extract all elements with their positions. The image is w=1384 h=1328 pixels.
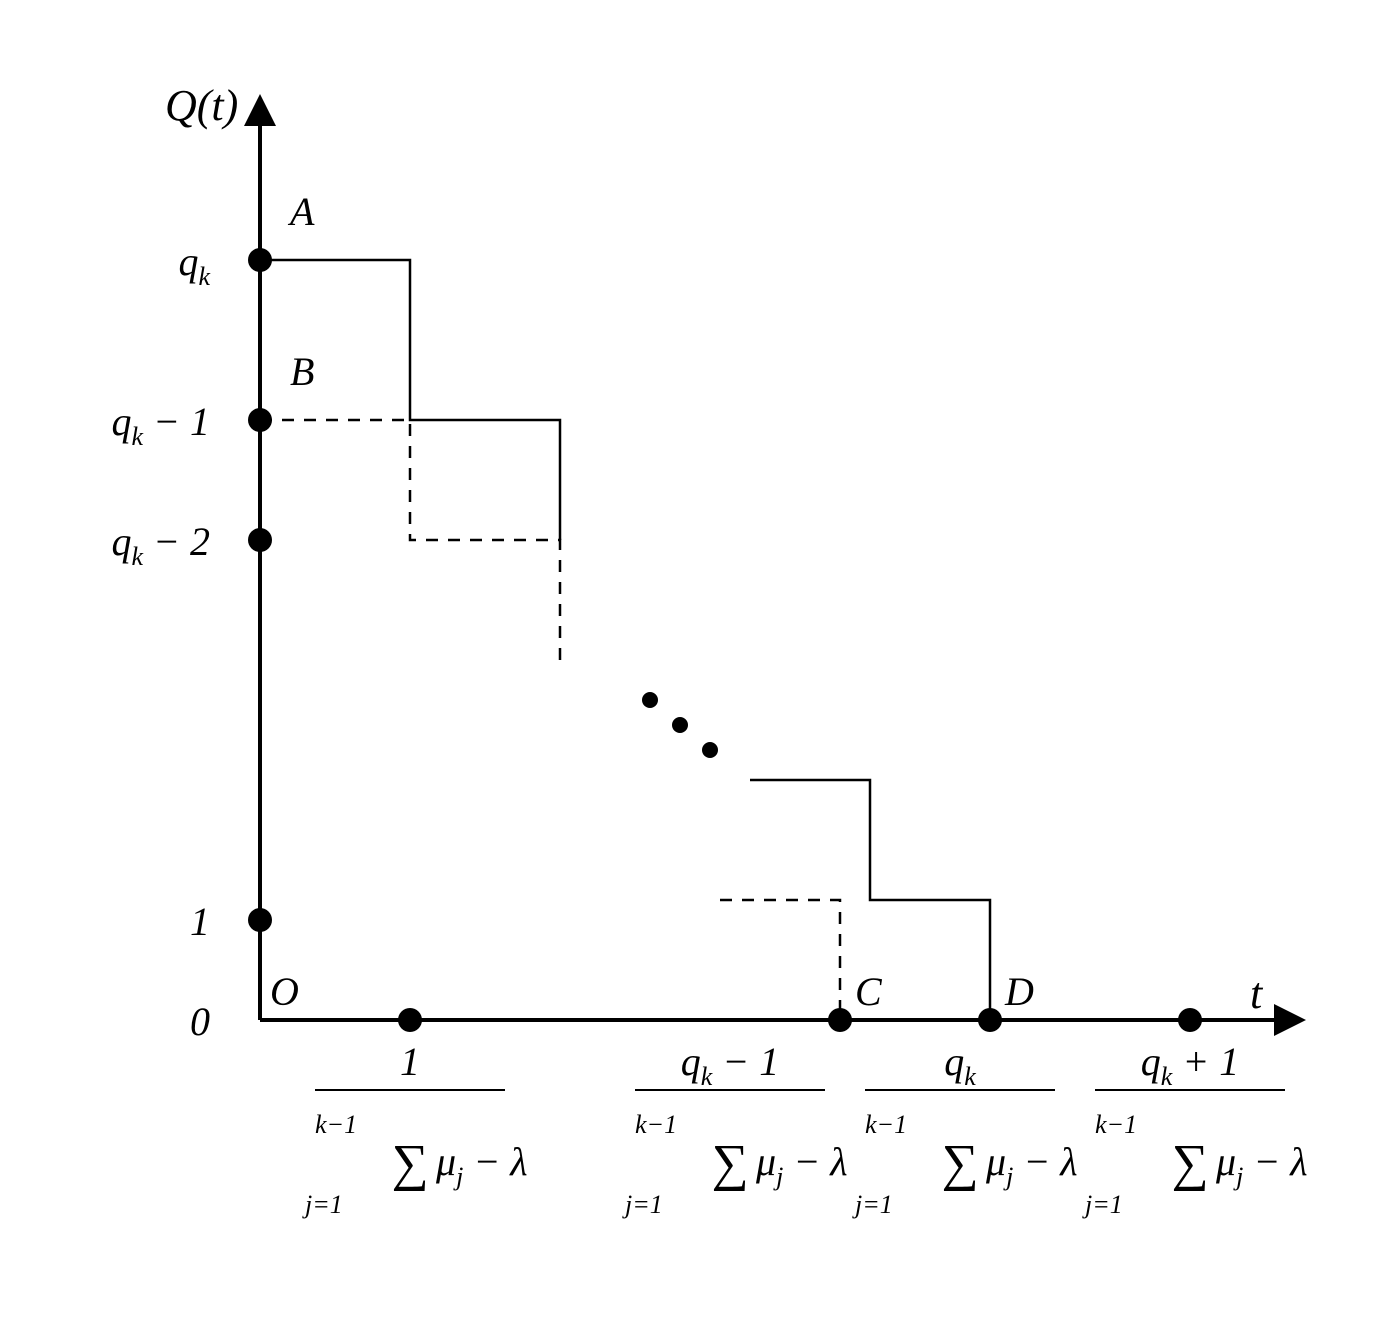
svg-text:qk + 1: qk + 1 xyxy=(1141,1039,1240,1091)
x-axis-label: t xyxy=(1250,969,1264,1018)
point-label-O: O xyxy=(270,969,299,1014)
x-tick-label-1: 1 k−1 ∑ j=1 μj − λ xyxy=(302,1039,528,1219)
svg-text:0: 0 xyxy=(190,999,210,1044)
svg-text:μj − λ: μj − λ xyxy=(755,1139,848,1191)
svg-text:∑: ∑ xyxy=(391,1135,428,1192)
point-label-D: D xyxy=(1004,969,1034,1014)
y-axis-label: Q(t) xyxy=(165,81,238,130)
y-tick-qk-1: qk − 1 xyxy=(111,399,272,451)
staircase-solid xyxy=(260,260,990,1020)
svg-text:k−1: k−1 xyxy=(635,1110,677,1139)
x-tick-label-qk-1: qk − 1 k−1 ∑ j=1 μj − λ xyxy=(622,1039,848,1219)
svg-text:qk: qk xyxy=(944,1039,976,1091)
svg-text:j=1: j=1 xyxy=(1082,1190,1123,1219)
svg-text:μj − λ: μj − λ xyxy=(1215,1139,1308,1191)
svg-text:1: 1 xyxy=(400,1039,420,1084)
y-tick-qk-2: qk − 2 xyxy=(111,519,272,571)
svg-text:k−1: k−1 xyxy=(865,1110,907,1139)
svg-text:qk − 1: qk − 1 xyxy=(111,399,210,451)
svg-text:qk − 2: qk − 2 xyxy=(111,519,210,571)
svg-text:k−1: k−1 xyxy=(1095,1110,1137,1139)
svg-text:qk − 1: qk − 1 xyxy=(681,1039,780,1091)
y-tick-qk: qk xyxy=(178,239,272,291)
point-label-B: B xyxy=(290,349,314,394)
svg-text:j=1: j=1 xyxy=(622,1190,663,1219)
point-label-C: C xyxy=(855,969,883,1014)
svg-text:μj − λ: μj − λ xyxy=(435,1139,528,1191)
ellipsis-icon xyxy=(642,692,718,758)
svg-text:1: 1 xyxy=(190,899,210,944)
x-tick-dot-1 xyxy=(398,1008,422,1032)
staircase-dashed xyxy=(260,420,840,1020)
svg-text:qk: qk xyxy=(178,239,210,291)
svg-text:∑: ∑ xyxy=(941,1135,978,1192)
step-function-diagram: Q(t) t qk qk − 1 qk − 2 1 0 A B O C D xyxy=(0,0,1384,1328)
svg-text:∑: ∑ xyxy=(711,1135,748,1192)
x-tick-label-qk+1: qk + 1 k−1 ∑ j=1 μj − λ xyxy=(1082,1039,1308,1219)
svg-text:k−1: k−1 xyxy=(315,1110,357,1139)
y-tick-0: 0 xyxy=(190,999,210,1044)
x-tick-dot-qkp1 xyxy=(1178,1008,1202,1032)
svg-text:μj − λ: μj − λ xyxy=(985,1139,1078,1191)
x-tick-label-qk: qk k−1 ∑ j=1 μj − λ xyxy=(852,1039,1078,1219)
svg-text:∑: ∑ xyxy=(1171,1135,1208,1192)
svg-text:j=1: j=1 xyxy=(852,1190,893,1219)
point-label-A: A xyxy=(287,189,315,234)
svg-text:j=1: j=1 xyxy=(302,1190,343,1219)
